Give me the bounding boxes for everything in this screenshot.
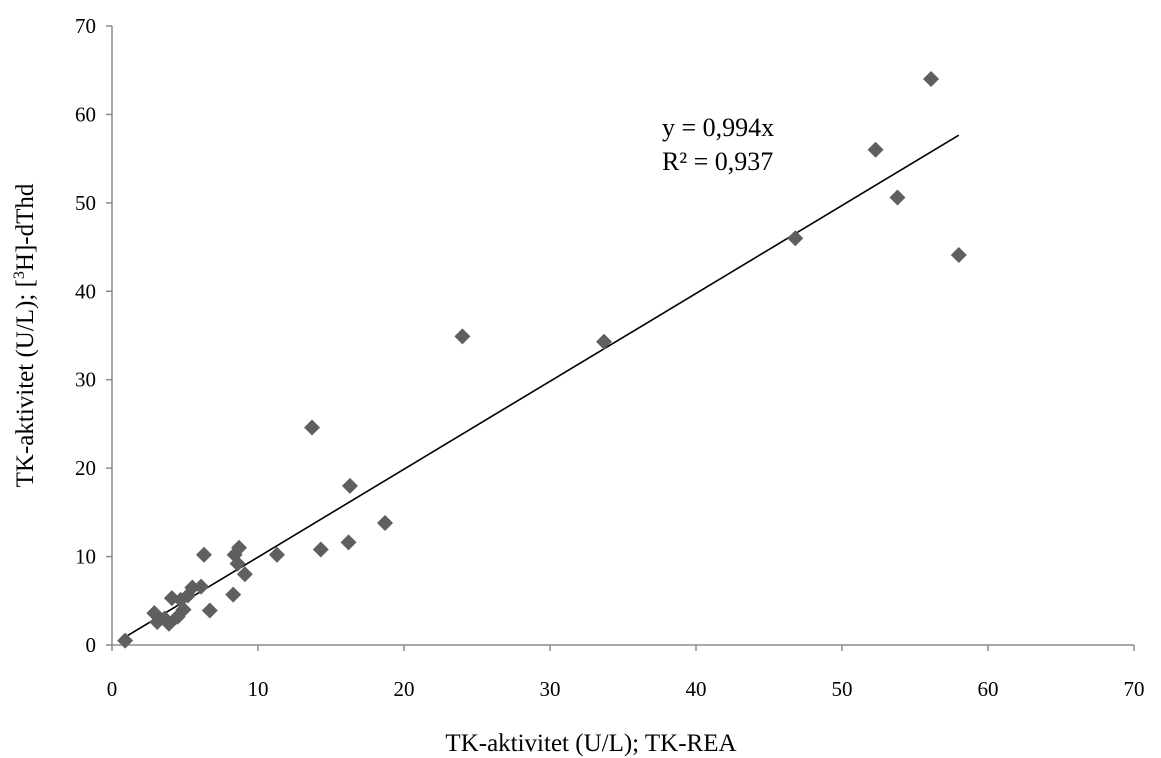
data-points [117, 71, 967, 649]
data-point [229, 555, 246, 572]
data-point [201, 602, 218, 619]
data-point [889, 189, 906, 206]
data-point [175, 601, 192, 618]
data-point [377, 514, 394, 531]
x-tick-label: 40 [686, 677, 707, 701]
x-axis-title: TK-aktivitet (U/L); TK-REA [445, 730, 736, 757]
y-axis-title-superscript: 3 [11, 271, 28, 279]
y-tick-label: 0 [86, 633, 97, 657]
y-tick-label: 40 [75, 279, 96, 303]
x-tick-label: 10 [248, 677, 269, 701]
data-point [340, 534, 357, 551]
y-tick-label: 30 [75, 368, 96, 392]
x-tick-label: 60 [978, 677, 999, 701]
y-axis-title-main: TK-aktivitet (U/L); [ [12, 279, 39, 487]
x-tick-label: 50 [832, 677, 853, 701]
data-point [341, 477, 358, 494]
trendline-annotation: y = 0,994x R² = 0,937 [662, 113, 774, 176]
y-axis-title: TK-aktivitet (U/L); [3H]-dThd [11, 183, 39, 487]
trendline-r-squared: R² = 0,937 [662, 147, 773, 176]
data-point [117, 632, 134, 649]
data-point [231, 539, 248, 556]
y-tick-label: 50 [75, 191, 96, 215]
data-point [304, 419, 321, 436]
data-point [923, 71, 940, 88]
x-tick-label: 0 [107, 677, 118, 701]
trendline-equation: y = 0,994x [662, 113, 774, 142]
x-tick-label: 70 [1124, 677, 1145, 701]
axes [111, 26, 1134, 646]
axis-ticks: 0 10 20 30 40 50 60 70 0 10 20 30 40 50 60 70 [75, 14, 1145, 701]
data-point [225, 586, 242, 603]
y-tick-label: 60 [75, 102, 96, 126]
data-point [596, 333, 613, 350]
data-point [195, 546, 212, 563]
y-tick-label: 10 [75, 545, 96, 569]
data-point [193, 578, 210, 595]
y-tick-label: 20 [75, 456, 96, 480]
data-point [787, 230, 804, 247]
data-point [312, 541, 329, 558]
data-point [268, 546, 285, 563]
trendline-group [124, 134, 960, 638]
x-tick-label: 30 [540, 677, 561, 701]
x-tick-label: 20 [394, 677, 415, 701]
data-point [867, 141, 884, 158]
trendline [124, 134, 960, 638]
y-tick-label: 70 [75, 14, 96, 38]
data-point [236, 566, 253, 583]
data-point [454, 328, 471, 345]
data-point [950, 247, 967, 264]
y-axis-title-end: H]-dThd [12, 183, 39, 271]
